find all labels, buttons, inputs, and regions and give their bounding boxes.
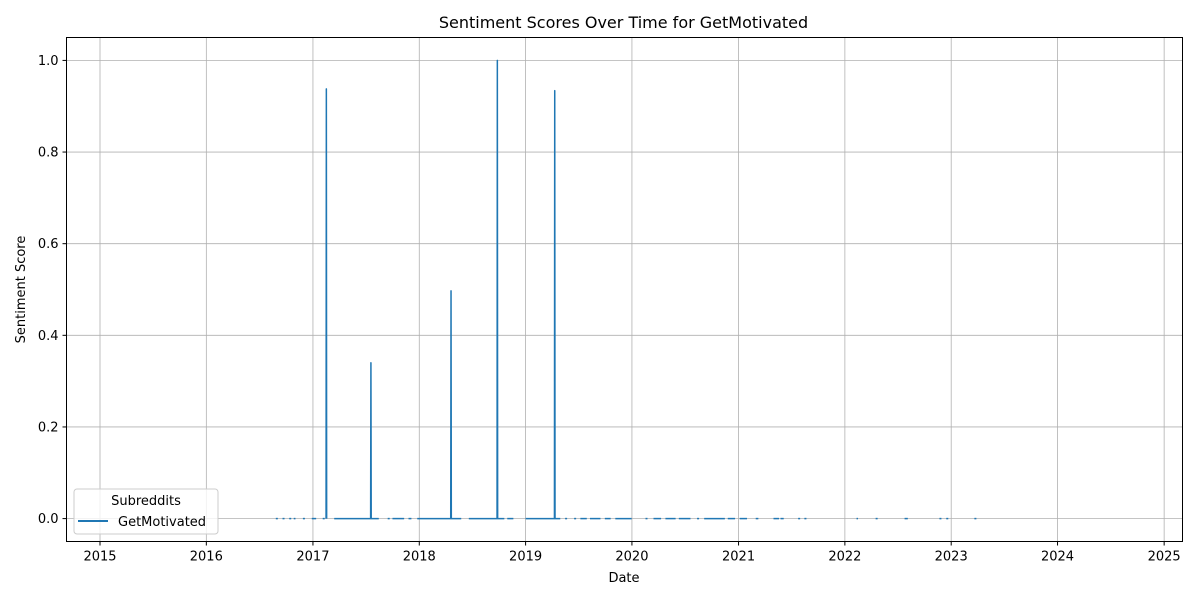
- y-tick-label: 0.0: [38, 512, 59, 527]
- x-tick-label: 2021: [722, 550, 755, 565]
- series-line-segment: [417, 290, 462, 520]
- series-line-segment: [468, 59, 505, 520]
- chart-title: Sentiment Scores Over Time for GetMotiva…: [439, 13, 808, 32]
- y-tick-label: 0.4: [38, 329, 59, 344]
- x-tick-label: 2018: [403, 550, 436, 565]
- x-tick-label: 2025: [1148, 550, 1181, 565]
- series-layer: [275, 59, 977, 520]
- x-axis: 2015 2016 2017 2018 2019 2020 2021 2022 2023 2024…: [83, 541, 1181, 565]
- x-tick-label: 2016: [190, 550, 223, 565]
- x-axis-label: Date: [608, 571, 639, 586]
- y-axis-label: Sentiment Score: [14, 236, 29, 344]
- x-tick-label: 2020: [615, 550, 648, 565]
- legend-label-getmotivated: GetMotivated: [118, 515, 206, 530]
- y-axis: 0.0 0.2 0.4 0.6 0.8 1.0: [38, 54, 67, 527]
- x-tick-label: 2019: [509, 550, 542, 565]
- x-tick-label: 2015: [83, 550, 116, 565]
- y-tick-label: 0.8: [38, 146, 59, 161]
- x-tick-label: 2023: [935, 550, 968, 565]
- x-tick-label: 2024: [1041, 550, 1074, 565]
- y-tick-label: 1.0: [38, 54, 59, 69]
- series-line-segment: [525, 89, 561, 520]
- grid-lines: [66, 37, 1183, 542]
- series-line-segment: [325, 88, 328, 519]
- legend-title: Subreddits: [111, 494, 181, 509]
- legend-box: [73, 488, 219, 535]
- plot-frame: [66, 37, 1183, 542]
- y-tick-label: 0.2: [38, 420, 59, 435]
- legend: Subreddits GetMotivated: [73, 488, 219, 535]
- y-tick-label: 0.6: [38, 237, 59, 252]
- x-tick-label: 2017: [296, 550, 329, 565]
- x-tick-label: 2022: [828, 550, 861, 565]
- series-line-segment: [334, 362, 379, 520]
